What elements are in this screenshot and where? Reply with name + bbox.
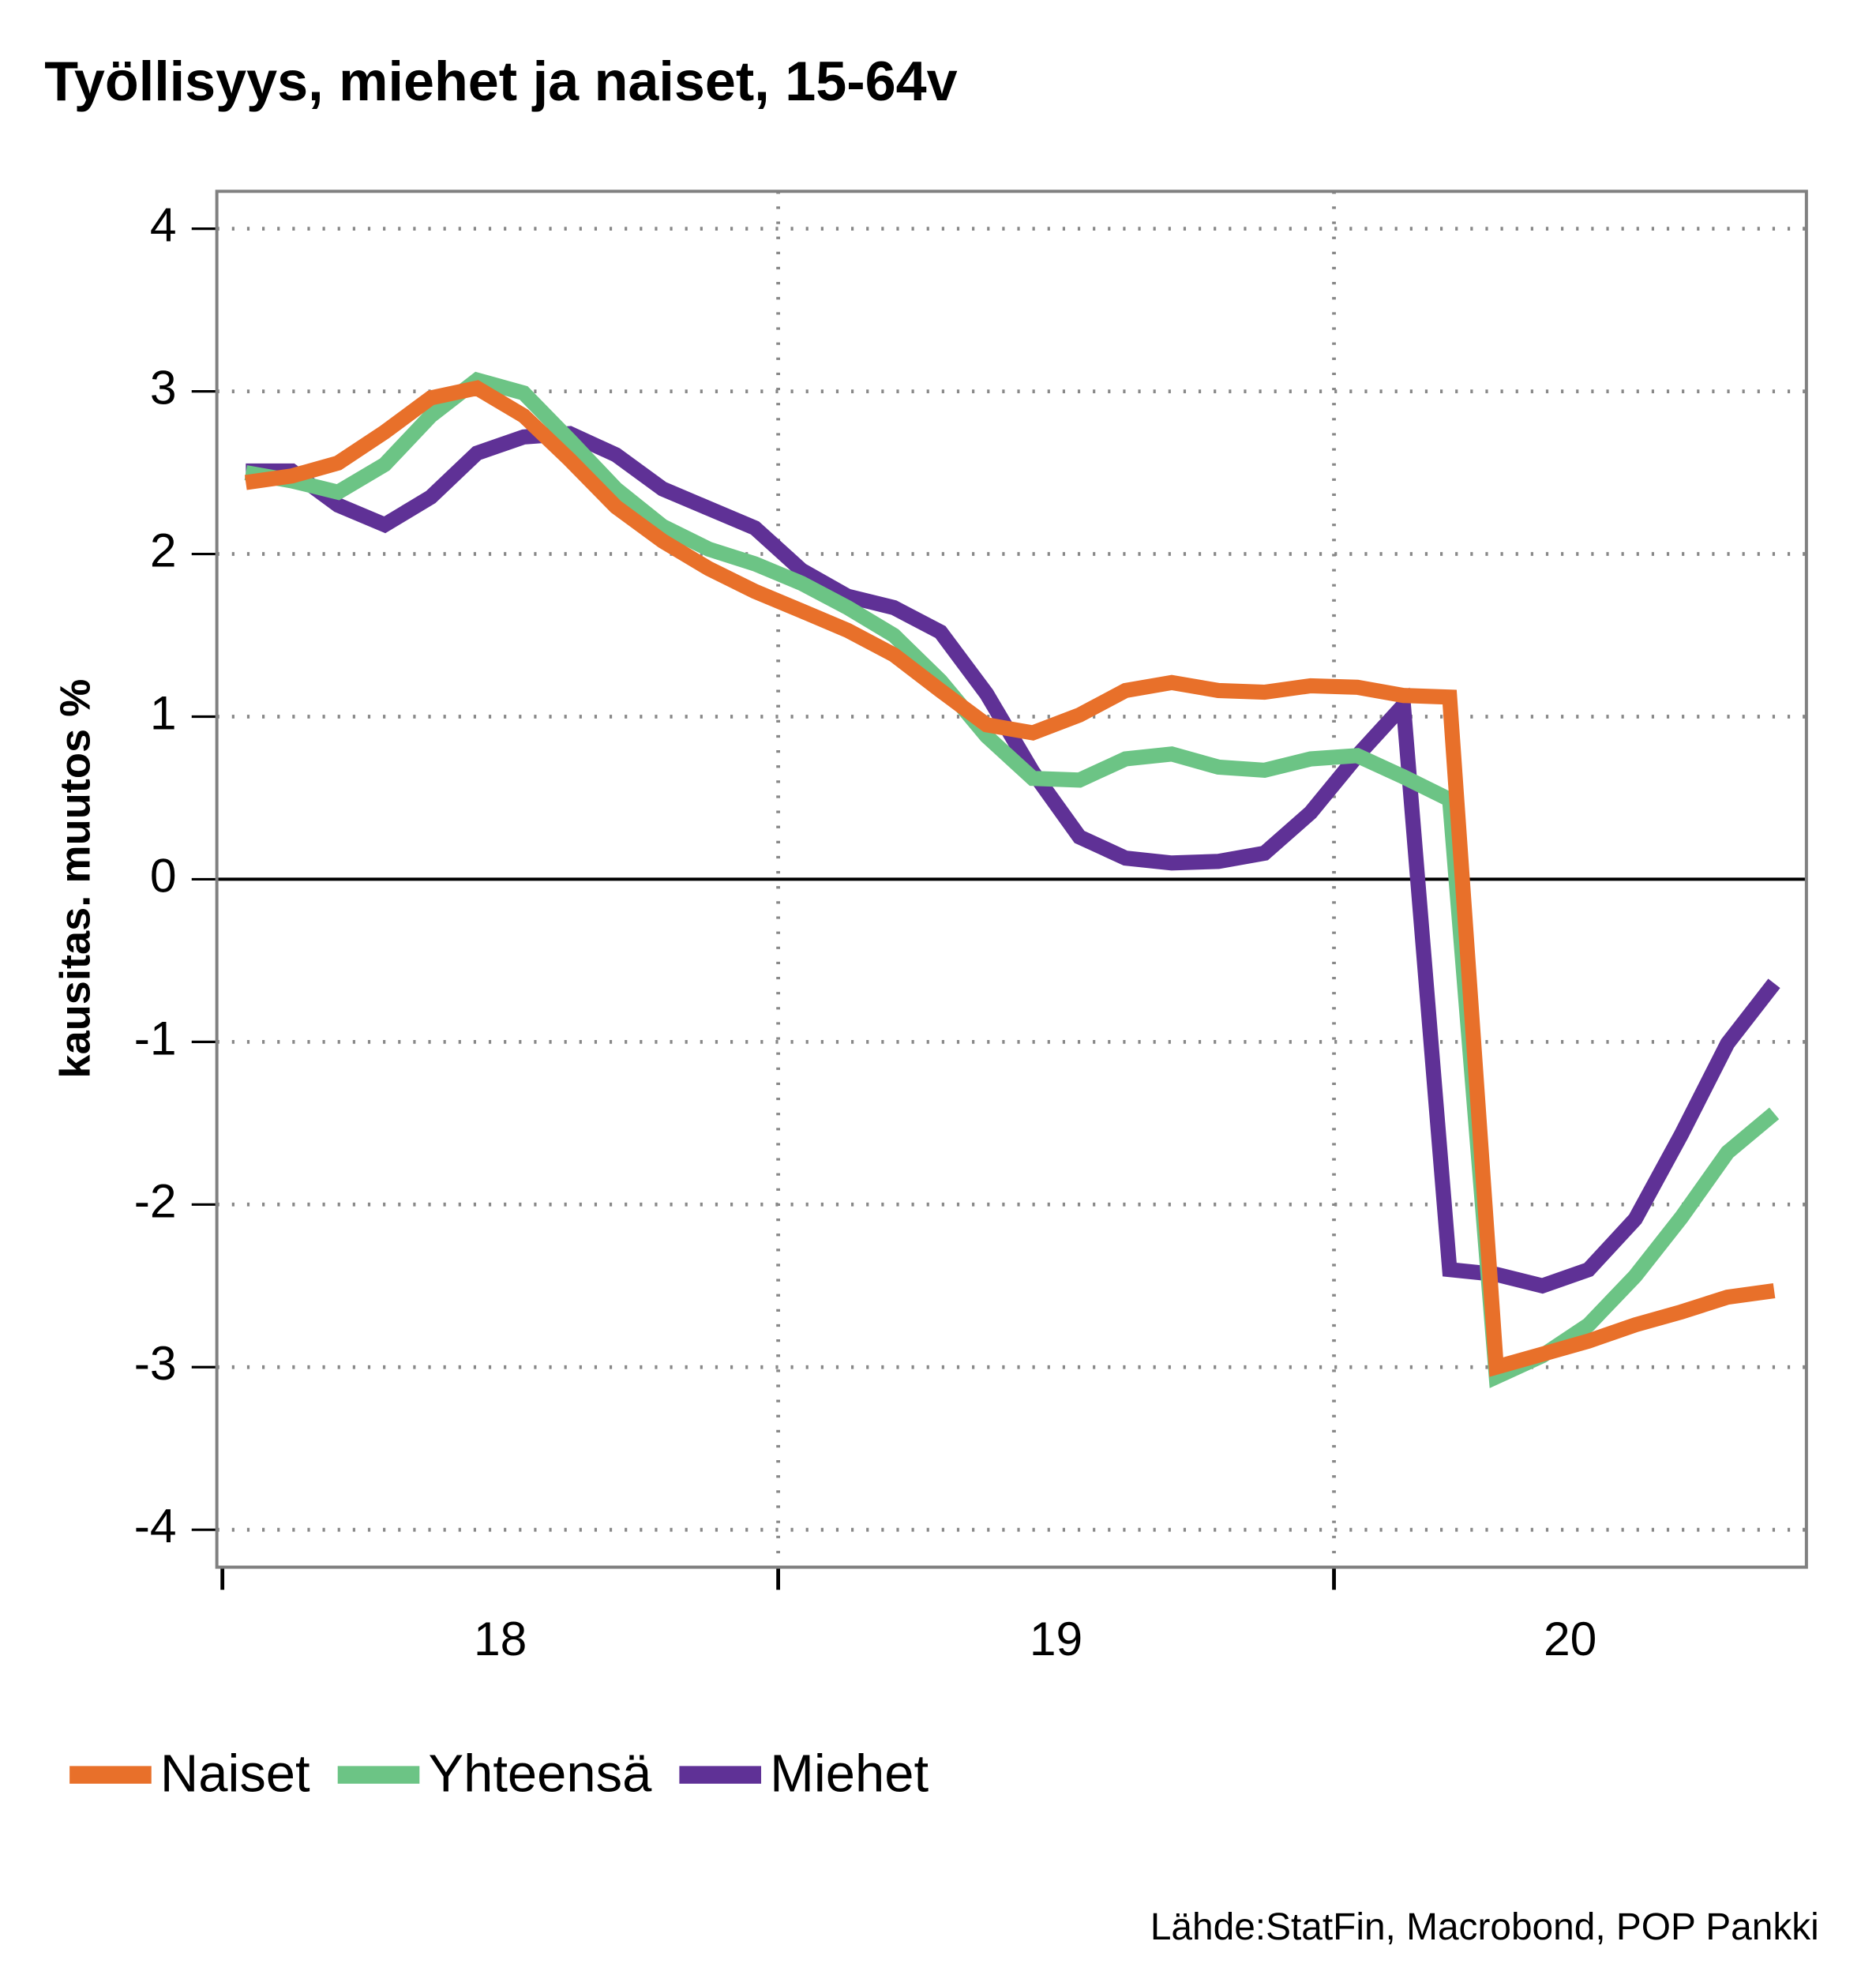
- y-tick-label: -4: [134, 1499, 177, 1553]
- legend-label: Miehet: [770, 1744, 929, 1803]
- x-tick-label: 18: [474, 1612, 527, 1665]
- source-note: Lähde:StatFin, Macrobond, POP Pankki: [1150, 1906, 1819, 1948]
- y-tick-label: 0: [150, 848, 177, 902]
- y-tick-label: 2: [150, 524, 177, 577]
- y-tick-label: 3: [150, 361, 177, 415]
- y-tick-label: -2: [134, 1173, 177, 1227]
- legend-label: Naiset: [160, 1744, 310, 1803]
- series-line: [244, 380, 1776, 1377]
- y-tick-label: 1: [150, 685, 177, 739]
- series-line: [246, 426, 1780, 1294]
- x-tick-label: 19: [1030, 1612, 1082, 1665]
- y-axis-label: kausitas. muutos %: [52, 679, 99, 1079]
- chart-title: Työllisyys, miehet ja naiset, 15-64v: [44, 51, 957, 112]
- legend-label: Yhteensä: [428, 1744, 652, 1803]
- y-tick-label: -1: [134, 1011, 177, 1064]
- y-tick-label: -3: [134, 1336, 177, 1390]
- plot-frame: [215, 190, 1808, 1569]
- y-tick-label: 4: [150, 198, 177, 252]
- x-tick-label: 20: [1544, 1612, 1596, 1665]
